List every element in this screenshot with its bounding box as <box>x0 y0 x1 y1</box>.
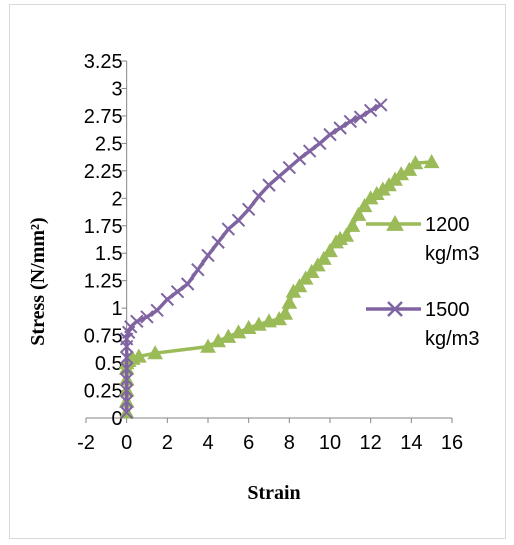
data-point <box>160 292 175 307</box>
y-tick-label: 0.25 <box>84 381 123 403</box>
data-point <box>119 394 134 409</box>
data-point <box>210 333 227 348</box>
legend-label-1200-line2: kg/m3 <box>425 243 479 265</box>
data-point <box>333 121 347 135</box>
x-tick-label: 6 <box>243 432 254 454</box>
legend-marker-triangle <box>386 214 404 231</box>
data-point <box>252 189 266 203</box>
legend-label-1500-line2: kg/m3 <box>425 328 479 350</box>
axes <box>86 61 452 419</box>
x-tick-label: 16 <box>441 432 463 454</box>
y-tick-label: 0 <box>112 408 123 430</box>
y-tick-label: 1.75 <box>84 216 123 238</box>
x-tick-label: 12 <box>360 432 382 454</box>
data-point <box>322 243 338 258</box>
legend-label-1200-line1: 1200 <box>425 214 470 236</box>
data-point <box>343 114 358 129</box>
y-axis-title: Stress (N/mm²) <box>27 217 49 345</box>
data-point <box>423 154 440 169</box>
y-tick-label: 1 <box>112 298 123 320</box>
data-point <box>180 277 195 291</box>
data-point <box>147 345 163 360</box>
data-point <box>291 278 308 293</box>
x-tick-label: -2 <box>77 432 95 454</box>
data-point <box>131 348 147 363</box>
x-tick-label: 8 <box>284 432 295 454</box>
series-0 <box>118 154 440 419</box>
legend-label-1500-line1: 1500 <box>425 299 470 321</box>
data-point <box>353 110 368 124</box>
data-point <box>119 350 134 365</box>
data-point <box>277 305 294 320</box>
data-point <box>241 202 256 216</box>
series-1 <box>119 98 388 420</box>
x-tick-label: 10 <box>319 432 341 454</box>
legend: 1200 kg/m3 1500 kg/m3 <box>366 214 479 350</box>
data-point <box>201 248 215 263</box>
data-point <box>230 324 247 339</box>
y-tick-label: 2 <box>112 188 123 210</box>
x-tick-labels: -2 0 2 4 6 8 10 12 14 16 <box>77 418 463 454</box>
data-point <box>292 152 307 166</box>
data-point <box>350 206 367 221</box>
data-point <box>119 361 134 376</box>
data-point <box>220 328 237 343</box>
data-point <box>281 294 298 309</box>
data-point <box>119 405 134 420</box>
y-tick-label: 1.5 <box>95 243 123 265</box>
y-tick-label: 3 <box>112 78 123 100</box>
y-tick-label: 3.25 <box>84 51 123 73</box>
data-point <box>140 310 154 324</box>
y-tick-label: 0.5 <box>95 353 123 375</box>
y-tick-label: 2.5 <box>95 133 123 155</box>
x-tick-label: 4 <box>202 432 213 454</box>
x-tick-label: 2 <box>162 432 173 454</box>
data-point <box>119 383 134 398</box>
data-point <box>119 372 134 387</box>
y-tick-label: 2.75 <box>84 106 123 128</box>
series <box>118 98 440 420</box>
legend-marker-x <box>387 301 403 317</box>
data-point <box>150 303 164 318</box>
legend-item-1500: 1500 kg/m3 <box>366 299 479 350</box>
data-point <box>338 227 355 242</box>
data-point <box>407 155 424 170</box>
data-point <box>191 263 205 277</box>
y-tick-label: 2.25 <box>84 161 123 183</box>
x-axis-title: Strain <box>247 482 300 504</box>
data-point <box>344 217 361 232</box>
y-tick-label: 1.25 <box>84 271 123 293</box>
chart-area <box>9 4 506 539</box>
data-point <box>302 144 317 158</box>
y-tick-labels: 0 0.25 0.5 0.75 1 1.25 1.5 1.75 2 2.25 2.5 2.75 3 3.2… <box>84 51 127 430</box>
x-tick-label: 0 <box>121 432 132 454</box>
data-point <box>170 284 185 299</box>
data-point <box>231 213 246 227</box>
data-point <box>363 103 378 118</box>
series-line <box>124 103 382 413</box>
legend-item-1200: 1200 kg/m3 <box>366 214 479 265</box>
data-point <box>356 197 373 213</box>
data-point <box>374 98 388 112</box>
data-point <box>316 250 332 265</box>
x-tick-label: 14 <box>400 432 422 454</box>
data-point <box>211 235 225 249</box>
data-point <box>130 314 144 329</box>
data-point <box>323 127 337 142</box>
y-tick-label: 0.75 <box>84 326 123 348</box>
